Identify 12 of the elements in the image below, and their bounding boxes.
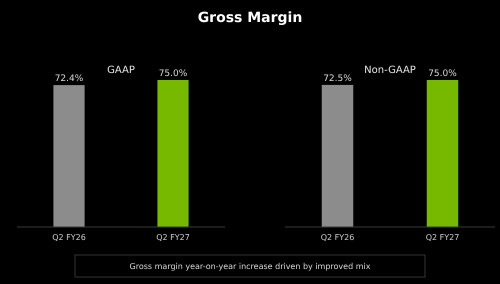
data-label: 75.0% [428,69,458,79]
chart-subtitle: Non-GAAP [364,65,416,76]
data-label: 72.5% [323,74,352,84]
data-label: 75.0% [158,69,188,79]
x-tick-label: Q2 FY26 [320,233,354,242]
x-tick-label: Q2 FY26 [52,233,86,242]
x-tick-label: Q2 FY27 [156,233,190,242]
x-tick-label: Q2 FY27 [426,233,460,242]
data-label: 72.4% [54,74,84,84]
chart-title: Gross Margin [198,10,302,26]
chart-subtitle: GAAP [107,65,135,76]
text: Gross margin year-on-year increase driven by improved mix [130,262,371,271]
